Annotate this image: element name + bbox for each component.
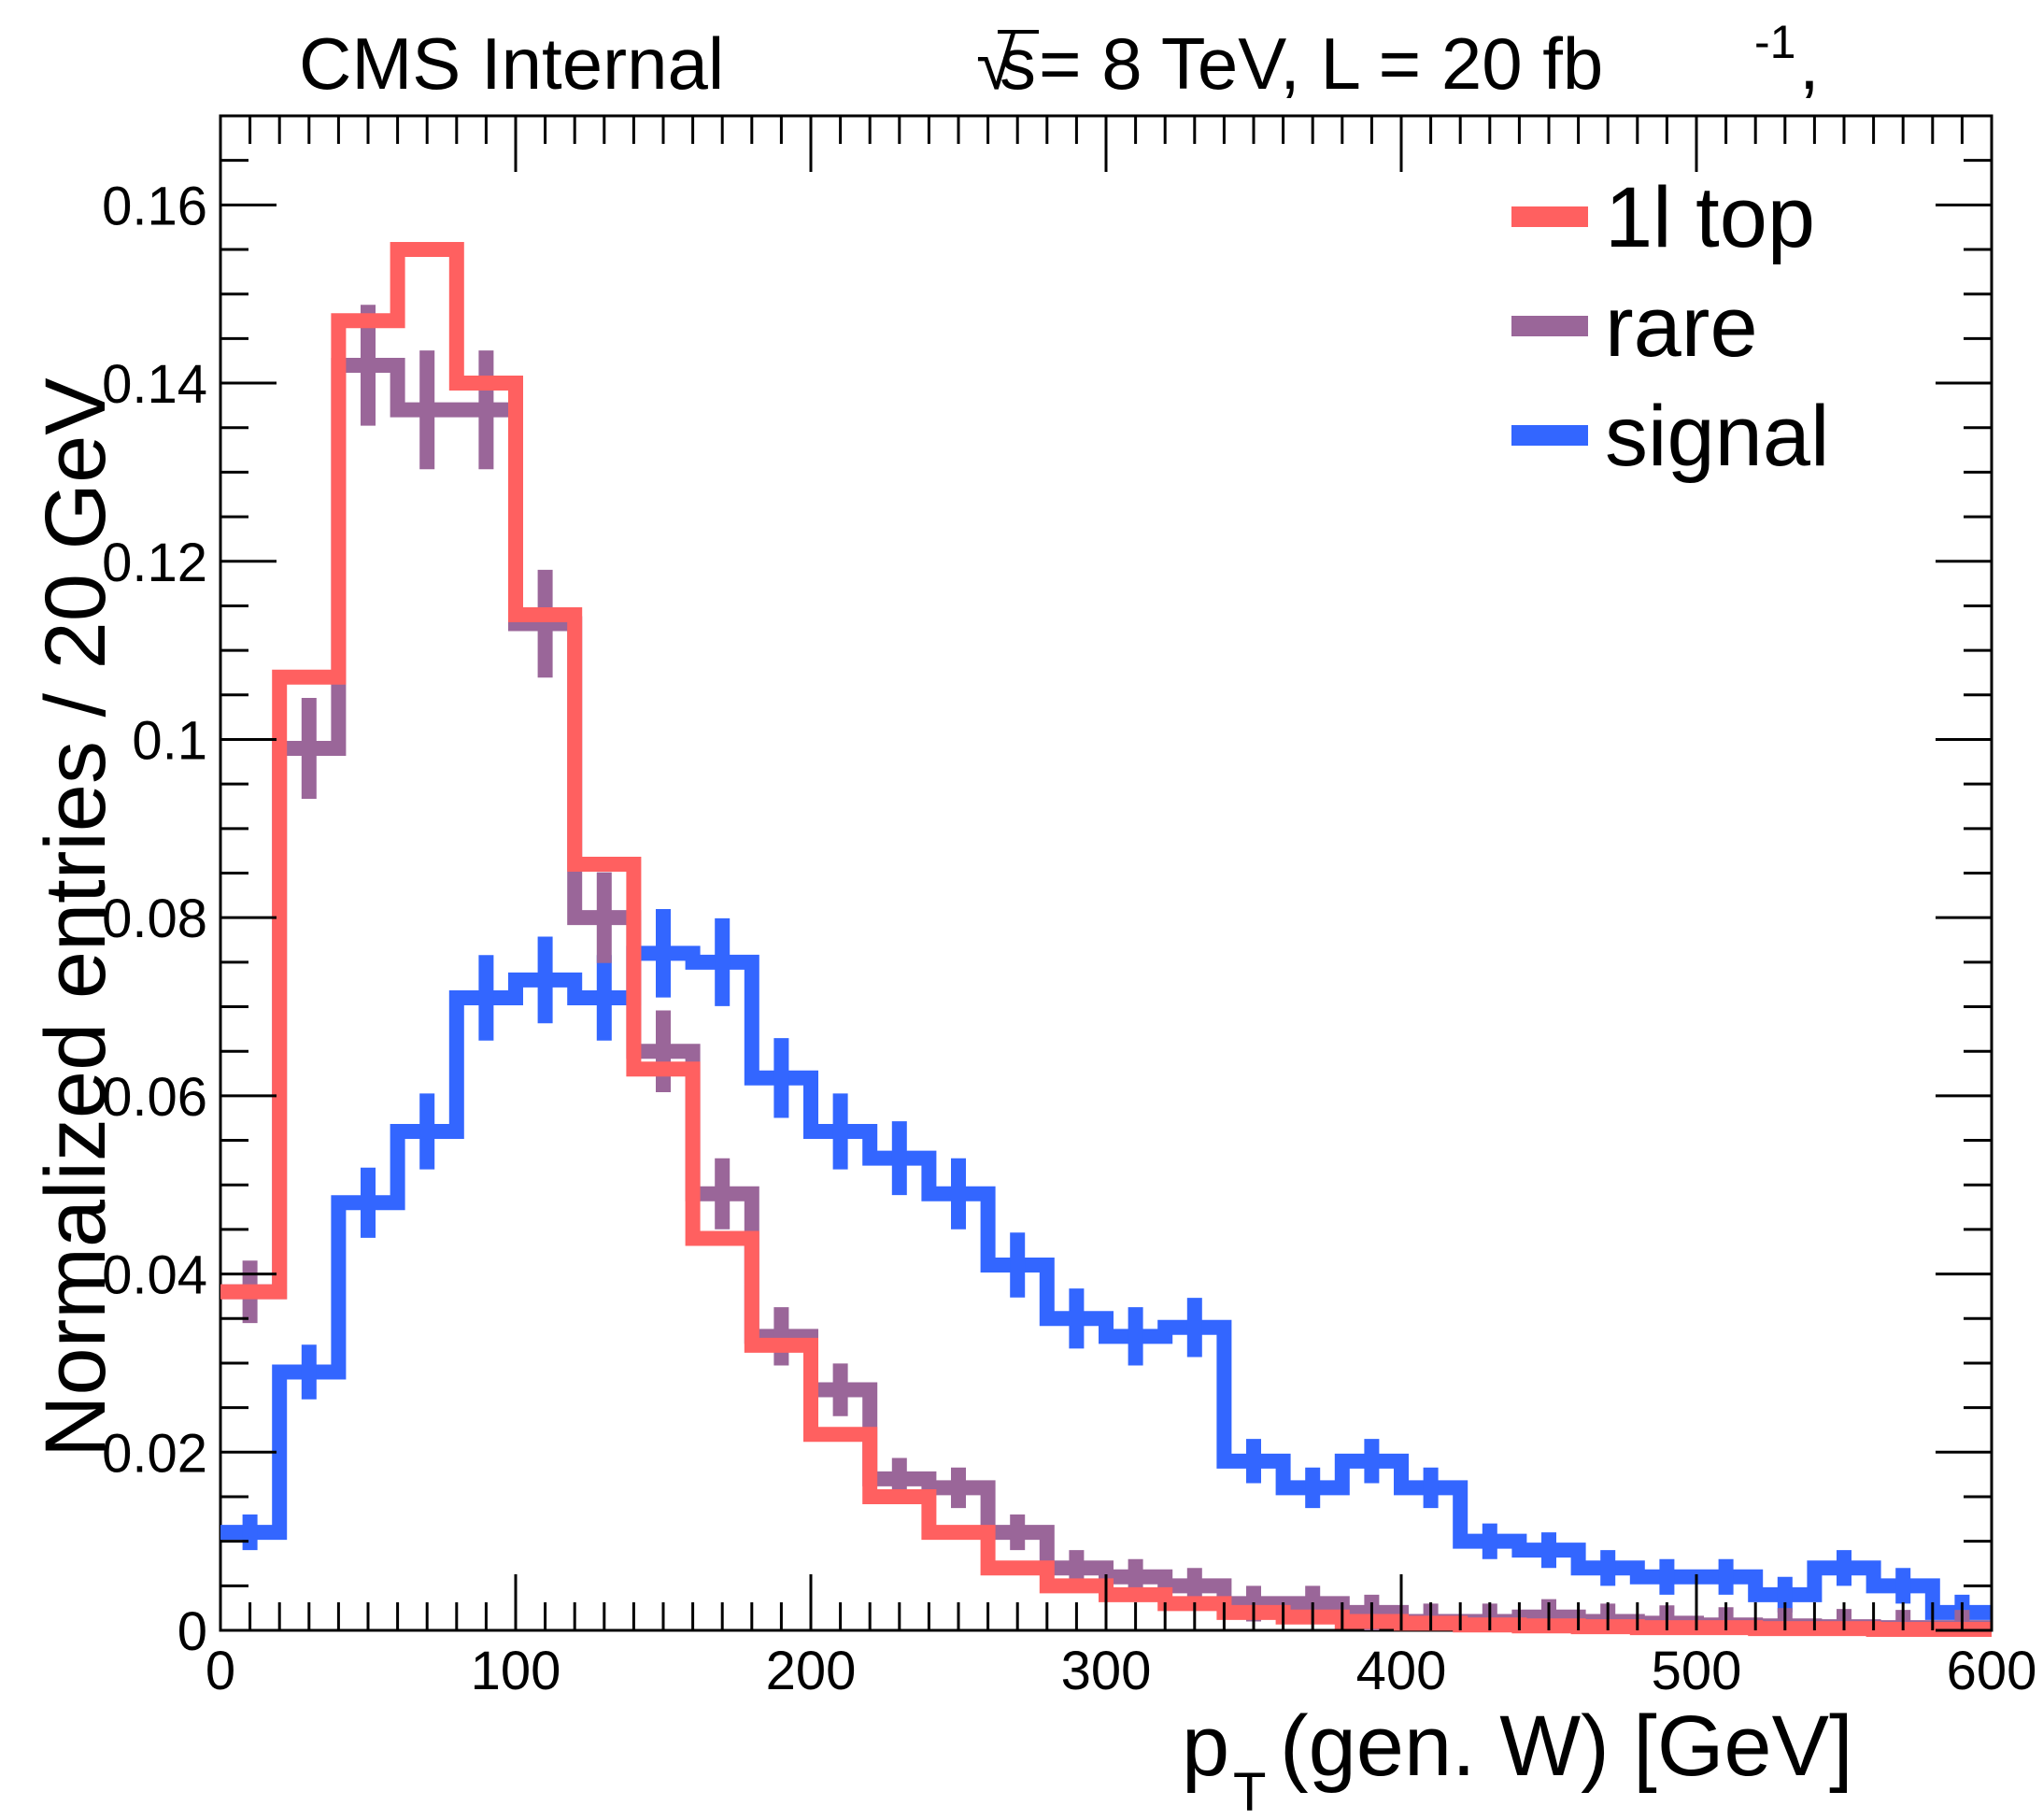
- y-tick-label: 0.12: [102, 533, 207, 593]
- y-tick-label: 0.08: [102, 889, 207, 949]
- x-tick-label: 300: [1061, 1641, 1152, 1701]
- header-right-comma: ,: [1799, 22, 1820, 105]
- legend-label-signal: signal: [1605, 389, 1829, 484]
- series-line-signal: [220, 946, 1992, 1620]
- y-axis-label: Normalized entries / 20 GeV: [28, 377, 123, 1457]
- x-axis-label-main: p: [1182, 1699, 1229, 1794]
- x-tick-label: 100: [471, 1641, 561, 1701]
- x-tick-label: 500: [1652, 1641, 1742, 1701]
- y-tick-label: 0.16: [102, 176, 207, 236]
- header-right-sup: -1: [1754, 16, 1795, 68]
- legend-label-rare: rare: [1605, 279, 1758, 375]
- sqrt-sign: √: [976, 22, 1016, 105]
- x-tick-label: 0: [206, 1641, 235, 1701]
- header-right-rest: = 8 TeV, L = 20 fb: [1039, 22, 1603, 105]
- legend-label-1l-top: 1l top: [1605, 170, 1815, 265]
- header-left: CMS Internal: [299, 22, 724, 105]
- series-line-1l-top: [220, 242, 1992, 1638]
- y-tick-label: 0.06: [102, 1067, 207, 1128]
- x-axis-label-rest: (gen. W) [GeV]: [1280, 1699, 1853, 1794]
- x-axis-label-sub: T: [1233, 1762, 1266, 1815]
- y-tick-label: 0.02: [102, 1423, 207, 1484]
- y-tick-label: 0.14: [102, 354, 207, 415]
- x-axis-label: p T (gen. W) [GeV]: [1182, 1699, 1853, 1820]
- y-tick-label: 0.1: [132, 710, 207, 771]
- x-tick-label: 400: [1356, 1641, 1447, 1701]
- y-tick-label: 0: [177, 1601, 207, 1662]
- header-right: √ s = 8 TeV, L = 20 fb -1 ,: [976, 16, 1820, 105]
- x-tick-label: 600: [1947, 1641, 2037, 1701]
- header-right-s: s: [1000, 22, 1036, 105]
- y-tick-label: 0.04: [102, 1245, 207, 1306]
- x-tick-label: 200: [766, 1641, 857, 1701]
